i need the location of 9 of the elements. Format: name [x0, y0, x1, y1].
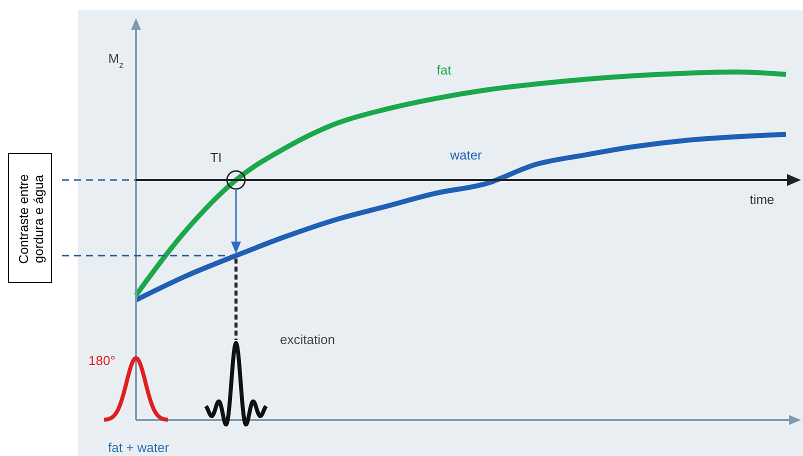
series-label: water [449, 148, 483, 163]
text: fat + water [108, 440, 170, 455]
text: 180° [88, 353, 116, 368]
annotation: TI [210, 150, 222, 165]
y-axis-title: M$_{z}$ [108, 51, 124, 70]
text: excitation [280, 332, 335, 347]
x-axis-title: time [750, 192, 774, 207]
series-label: fat [436, 62, 452, 78]
text: Contraste entre gordura e água [16, 173, 46, 266]
